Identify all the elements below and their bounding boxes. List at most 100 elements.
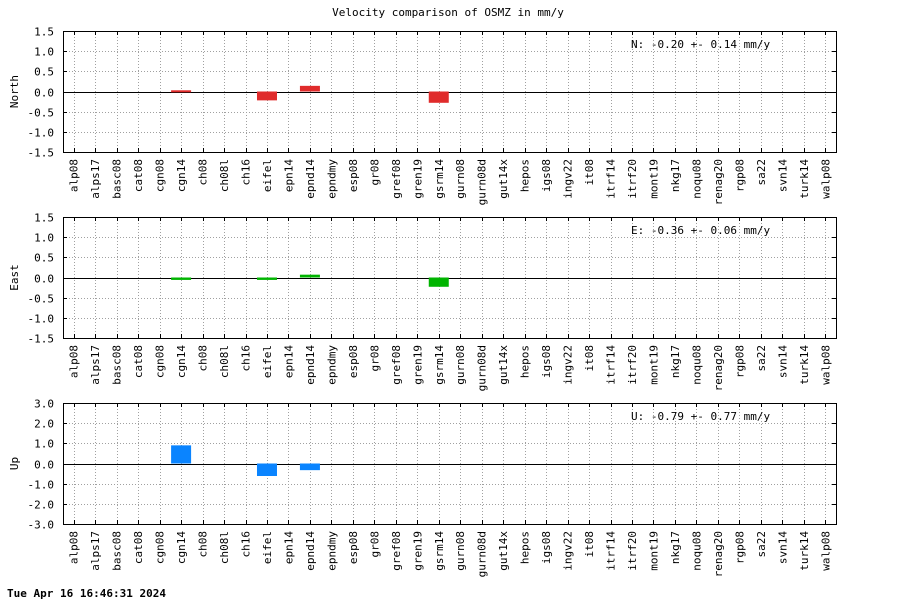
y-tick-label: 1.0: [34, 46, 54, 59]
x-tick-label: gref08: [390, 345, 403, 385]
y-tick-label: 0.0: [34, 273, 54, 286]
x-tick-label: rgp08: [733, 159, 746, 192]
bar-up-epnd14: [299, 463, 320, 471]
panels-group: 1.5 1.0 0.5 0.0 -0.5 -1.0 -1.5 North N: -0.20 +-…: [8, 26, 837, 577]
y-tick-label: -0.5: [28, 293, 55, 306]
y-tick-label: 1.0: [34, 438, 54, 451]
chart-title: Velocity comparison of OSMZ in mm/y: [332, 6, 564, 19]
y-axis-label: East: [8, 264, 21, 291]
x-tick-label: itrf20: [626, 531, 639, 571]
x-tick-label: turk14: [798, 159, 811, 199]
x-tick-label: cat08: [132, 159, 145, 192]
x-tick-label: epndmy: [325, 345, 338, 385]
x-tick-label: svn14: [776, 531, 789, 564]
x-tick-label: ch16: [240, 345, 253, 372]
x-tick-label: itrf14: [605, 159, 618, 199]
x-tick-label: svn14: [776, 345, 789, 378]
x-tick-label: sa22: [755, 531, 768, 558]
panel-north: 1.5 1.0 0.5 0.0 -0.5 -1.0 -1.5 North N: -0.20 +-…: [8, 26, 837, 205]
x-tick-label: noqu08: [690, 345, 703, 385]
x-tick-label: cgn14: [175, 531, 188, 564]
x-tick-label: hepos: [519, 531, 532, 564]
y-tick-label: -1.0: [28, 313, 55, 326]
y-tick-label: 1.5: [34, 26, 54, 39]
bar-up-cgn14: [171, 445, 192, 464]
x-tick-label: alp08: [68, 345, 81, 378]
x-tick-label: cgn08: [154, 531, 167, 564]
x-tick-label: itrf14: [605, 345, 618, 385]
x-tick-label: igs08: [540, 531, 553, 564]
bar-east-eifel: [256, 277, 277, 280]
x-tick-label: esp08: [347, 345, 360, 378]
x-tick-label: alp08: [68, 531, 81, 564]
x-tick-label: epnd14: [304, 345, 317, 385]
x-tick-label: it08: [583, 531, 596, 558]
plot-frame: [63, 403, 837, 525]
x-tick-label: itrf20: [626, 159, 639, 199]
x-tick-label: ch08l: [218, 345, 231, 378]
x-tick-label: sa22: [755, 159, 768, 186]
x-tick-label: ingv22: [562, 531, 575, 571]
x-tick-label: gref08: [390, 531, 403, 571]
x-tick-label: alp08: [68, 159, 81, 192]
x-tick-label: renag20: [712, 345, 725, 391]
x-tick-label: ingv22: [562, 159, 575, 199]
x-tick-label: renag20: [712, 531, 725, 577]
x-tick-label: walp08: [819, 531, 832, 571]
y-tick-label: -1.0: [28, 479, 55, 492]
y-tick-label: 2.0: [34, 418, 54, 431]
y-tick-label: 0.5: [34, 66, 54, 79]
x-tick-label: epn14: [282, 345, 295, 378]
x-tick-label: mont19: [647, 531, 660, 571]
x-tick-label: nkg17: [669, 531, 682, 564]
x-tick-label: noqu08: [690, 159, 703, 199]
y-tick-label: 3.0: [34, 398, 54, 411]
bar-east-epnd14: [299, 274, 320, 278]
x-tick-label: ingv22: [562, 345, 575, 385]
x-tick-label: ch08: [197, 531, 210, 558]
x-tick-label: igs08: [540, 345, 553, 378]
x-tick-label: alps17: [89, 345, 102, 385]
bar-east-cgn14: [171, 277, 192, 280]
x-tick-label: basc08: [111, 159, 124, 199]
x-tick-label: walp08: [819, 159, 832, 199]
x-tick-label: gut14x: [497, 345, 510, 385]
x-tick-label: basc08: [111, 345, 124, 385]
x-tick-label: gurn08d: [476, 531, 489, 577]
x-tick-label: epn14: [282, 159, 295, 192]
bar-north-cgn14: [171, 90, 192, 93]
x-tick-label: epn14: [282, 531, 295, 564]
x-tick-label: gren19: [411, 531, 424, 571]
x-tick-label: alps17: [89, 531, 102, 571]
x-tick-label: itrf14: [605, 531, 618, 571]
x-tick-label: basc08: [111, 531, 124, 571]
x-tick-label: eifel: [261, 531, 274, 564]
x-tick-label: esp08: [347, 159, 360, 192]
x-tick-label: cat08: [132, 345, 145, 378]
x-tick-label: turk14: [798, 531, 811, 571]
y-tick-label: 0.0: [34, 87, 54, 100]
y-axis-label: North: [8, 75, 21, 108]
y-tick-label: -1.5: [28, 333, 55, 346]
x-tick-label: ch08l: [218, 159, 231, 192]
bar-north-eifel: [256, 91, 277, 101]
x-tick-label: gut14x: [497, 159, 510, 199]
y-tick-label: 1.5: [34, 212, 54, 225]
x-tick-label: epndmy: [325, 531, 338, 571]
x-tick-label: cgn14: [175, 159, 188, 192]
y-tick-label: -1.0: [28, 127, 55, 140]
stats-annotation: N: -0.20 +- 0.14 mm/y: [631, 38, 770, 51]
bar-up-eifel: [256, 463, 277, 477]
x-tick-label: mont19: [647, 345, 660, 385]
x-tick-label: gurn08: [454, 345, 467, 385]
x-tick-label: alps17: [89, 159, 102, 199]
x-tick-label: esp08: [347, 531, 360, 564]
x-tick-label: cgn08: [154, 345, 167, 378]
x-tick-label: ch08: [197, 345, 210, 372]
x-tick-label: igs08: [540, 159, 553, 192]
y-tick-label: 0.0: [34, 459, 54, 472]
timestamp-footer: Tue Apr 16 16:46:31 2024: [7, 587, 166, 600]
x-tick-label: ch08: [197, 159, 210, 186]
x-tick-label: it08: [583, 345, 596, 372]
